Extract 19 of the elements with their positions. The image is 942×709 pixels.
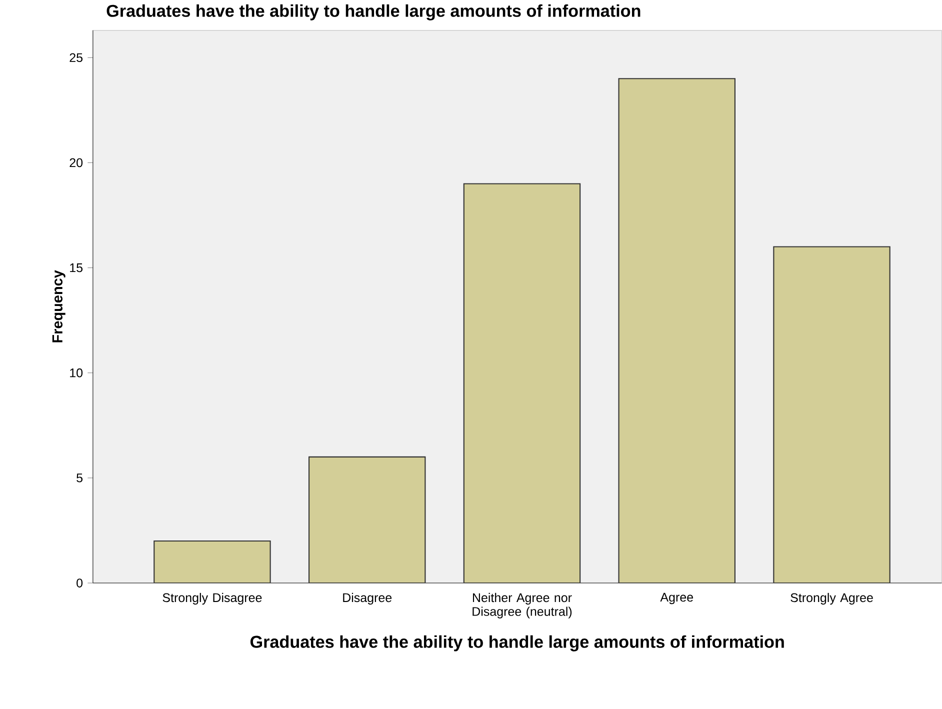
y-tick-label: 15 bbox=[70, 263, 83, 272]
x-tick-label: Neither Agree nor Disagree (neutral) bbox=[472, 592, 572, 618]
x-axis-title: Graduates have the ability to handle large amounts of information bbox=[250, 635, 784, 652]
y-tick-label: 25 bbox=[70, 53, 83, 62]
bar bbox=[463, 183, 581, 583]
x-tick-label: Strongly Agree bbox=[790, 592, 873, 605]
y-tick-label: 10 bbox=[70, 368, 83, 378]
chart-title: Graduates have the ability to handle large amounts of information bbox=[106, 4, 640, 20]
x-tick-label: Agree bbox=[660, 592, 693, 604]
x-tick-label: Disagree bbox=[343, 592, 392, 605]
y-tick-label: 5 bbox=[76, 474, 83, 482]
y-tick-label: 20 bbox=[70, 158, 83, 168]
y-tick-label: 0 bbox=[76, 578, 83, 588]
bar bbox=[773, 246, 890, 583]
bar bbox=[154, 540, 271, 583]
x-tick-label: Strongly Disagree bbox=[162, 592, 262, 605]
bar bbox=[618, 78, 736, 583]
bar bbox=[308, 456, 426, 583]
y-axis-title: Frequency bbox=[52, 270, 66, 342]
